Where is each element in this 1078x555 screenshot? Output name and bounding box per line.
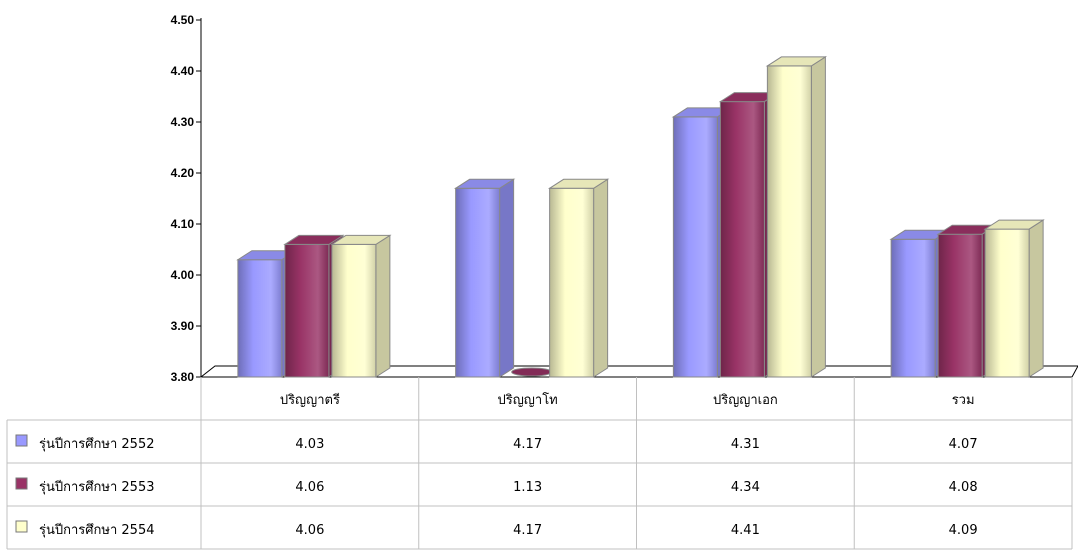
data-label: 4.03: [295, 437, 324, 452]
data-label: 1.13: [513, 480, 542, 495]
y-tick-label: 4.10: [171, 217, 195, 231]
data-label: 4.08: [949, 480, 978, 495]
y-tick-label: 3.80: [171, 370, 195, 384]
y-tick-label: 4.30: [171, 115, 195, 129]
bar: [511, 367, 553, 377]
category-label: ปริญญาเอก: [713, 393, 778, 408]
data-label: 4.06: [295, 480, 324, 495]
legend-label: รุ่นปีการศึกษา 2554: [39, 522, 154, 538]
legend-swatch: [15, 434, 28, 447]
legend-swatch: [15, 477, 28, 490]
bar: [330, 234, 392, 378]
y-tick-label: 4.20: [171, 166, 195, 180]
legend-label: รุ่นปีการศึกษา 2553: [39, 479, 154, 495]
legend-swatch: [15, 520, 28, 533]
data-label: 4.09: [949, 523, 978, 538]
data-label: 4.06: [295, 523, 324, 538]
y-tick-label: 4.50: [171, 13, 195, 27]
y-tick-label: 4.40: [171, 64, 195, 78]
bar: [765, 55, 828, 378]
bar: [453, 178, 516, 378]
legend-label: รุ่นปีการศึกษา 2552: [39, 436, 154, 452]
y-tick-label: 4.00: [171, 268, 195, 282]
y-tick-label: 3.90: [171, 319, 195, 333]
data-label: 4.41: [731, 523, 760, 538]
data-label: 4.31: [731, 437, 760, 452]
data-table: ปริญญาตรี ปริญญาโท ปริญญาเอก รวมรุ่นปีการศึ…: [6, 377, 1073, 550]
category-label: ปริญญาโท: [498, 392, 558, 408]
category-label: ปริญญาตรี: [280, 392, 340, 408]
bar: [983, 219, 1045, 378]
bar: [547, 178, 610, 378]
data-label: 4.07: [949, 437, 978, 452]
data-label: 4.34: [731, 480, 760, 495]
data-label: 4.17: [513, 523, 542, 538]
category-label: รวม: [952, 393, 975, 408]
data-label: 4.17: [513, 437, 542, 452]
